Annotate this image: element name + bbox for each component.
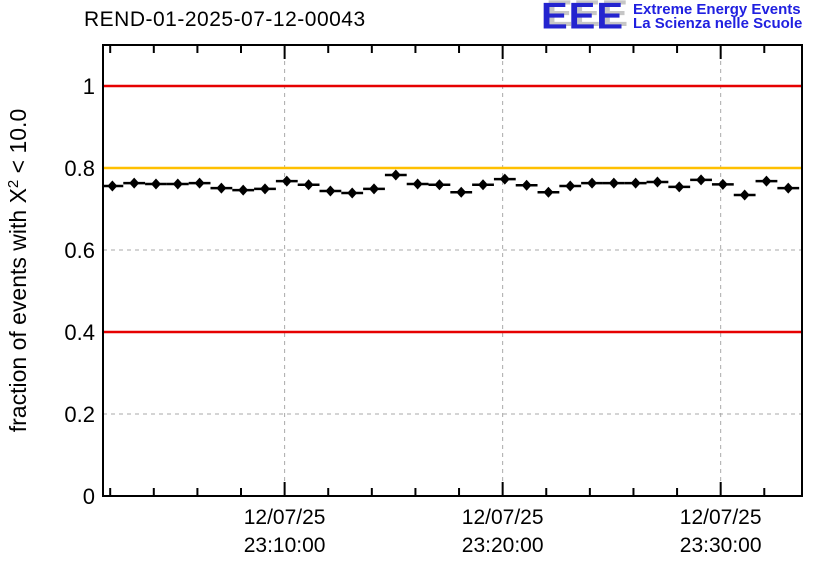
data-point — [325, 185, 336, 197]
data-point — [347, 187, 358, 199]
y-tick-label: 0 — [83, 484, 95, 509]
x-tick-label-date: 12/07/25 — [462, 506, 544, 529]
data-point — [717, 178, 728, 190]
data-point — [499, 173, 510, 185]
data-point — [456, 186, 467, 198]
data-point — [543, 186, 554, 198]
data-point — [783, 182, 794, 194]
data-point — [281, 175, 292, 187]
data-point — [521, 179, 532, 191]
eee-logo: EEE Extreme Energy Events La Scienza nel… — [541, 0, 803, 37]
data-point — [652, 176, 663, 188]
data-point — [630, 177, 641, 189]
data-point — [303, 179, 314, 191]
chart-title: REND-01-2025-07-12-00043 — [84, 8, 366, 31]
x-tick-label-date: 12/07/25 — [244, 506, 326, 529]
data-point — [696, 174, 707, 186]
data-point — [739, 189, 750, 201]
eee-logo-text: Extreme Energy Events La Scienza nelle S… — [633, 1, 803, 32]
data-point — [150, 178, 161, 190]
y-tick-label: 1 — [83, 74, 95, 99]
data-point — [565, 180, 576, 192]
data-point — [674, 181, 685, 193]
data-point — [259, 183, 270, 195]
data-point — [172, 178, 183, 190]
x-tick-label-date: 12/07/25 — [680, 506, 762, 529]
data-point — [434, 179, 445, 191]
data-point — [761, 175, 772, 187]
y-axis-title: fraction of events with X2 < 10.0 — [5, 109, 31, 433]
eee-logo-line2: La Scienza nelle Scuole — [633, 15, 803, 32]
y-tick-label: 0.2 — [64, 402, 95, 427]
data-point — [478, 179, 489, 191]
eee-logo-line1: Extreme Energy Events — [633, 1, 801, 18]
data-point — [194, 177, 205, 189]
plot-frame — [102, 44, 803, 497]
data-point — [608, 177, 619, 189]
x-tick-label-time: 23:20:00 — [462, 534, 544, 557]
data-point — [238, 184, 249, 196]
data-point — [369, 183, 380, 195]
eee-logo-acronym: EEE — [541, 0, 625, 37]
data-point — [107, 180, 118, 192]
x-tick-label-time: 23:10:00 — [244, 534, 326, 557]
x-tick-label-time: 23:30:00 — [680, 534, 762, 557]
data-point — [129, 177, 140, 189]
y-tick-label: 0.6 — [64, 238, 95, 263]
data-point — [390, 169, 401, 181]
y-tick-label: 0.8 — [64, 156, 95, 181]
data-point — [412, 178, 423, 190]
y-tick-label: 0.4 — [64, 320, 95, 345]
data-point — [216, 182, 227, 194]
data-point — [587, 177, 598, 189]
